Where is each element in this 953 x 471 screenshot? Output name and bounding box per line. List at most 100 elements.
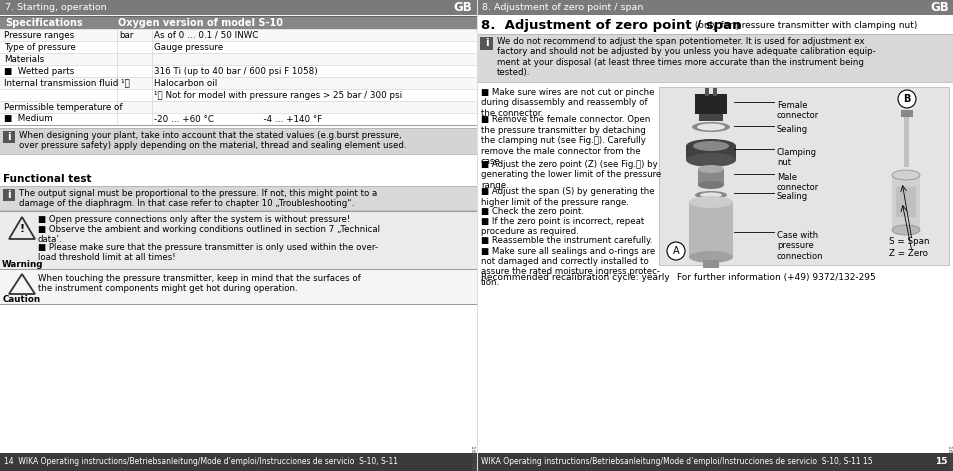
Text: i: i (8, 190, 10, 200)
Ellipse shape (698, 165, 723, 173)
Ellipse shape (688, 196, 732, 208)
Text: Sealing: Sealing (776, 125, 807, 134)
Text: GB: GB (453, 1, 472, 14)
Ellipse shape (698, 181, 723, 189)
Bar (476, 453, 953, 471)
Text: 14  WIKA Operating instructions/Betriebsanleitung/Mode d’emploi/Instrucciones de: 14 WIKA Operating instructions/Betriebsa… (4, 457, 397, 466)
Text: Halocarbon oil: Halocarbon oil (153, 79, 217, 88)
Bar (712, 88, 717, 96)
Text: ■ Adjust the span (S) by generating the
higher limit of the pressure range.: ■ Adjust the span (S) by generating the … (480, 187, 654, 207)
Text: Sealing: Sealing (776, 192, 807, 201)
Text: 160445T.14 GB/D/F/E 12/2009: 160445T.14 GB/D/F/E 12/2009 (946, 445, 951, 471)
Text: 15: 15 (935, 457, 947, 466)
Text: 8. Adjustment of zero point / span: 8. Adjustment of zero point / span (481, 3, 642, 12)
Bar (702, 260, 719, 268)
Ellipse shape (688, 251, 732, 263)
Bar (0, 453, 476, 471)
Ellipse shape (685, 139, 735, 153)
Ellipse shape (891, 225, 919, 235)
Text: GB: GB (929, 1, 948, 14)
Text: Caution: Caution (3, 295, 41, 304)
Text: ■ Make sure all sealings and o-rings are
not damaged and correctly installed to
: ■ Make sure all sealings and o-rings are… (480, 246, 659, 287)
Text: Female
connector: Female connector (776, 101, 819, 121)
Text: !: ! (19, 224, 25, 234)
Text: As of 0 … 0.1 / 50 INWC: As of 0 … 0.1 / 50 INWC (153, 31, 258, 40)
Text: ■ Check the zero point.: ■ Check the zero point. (480, 206, 583, 216)
Text: B: B (902, 94, 910, 104)
Text: We do not recommend to adjust the span potentiometer. It is used for adjustment : We do not recommend to adjust the span p… (497, 37, 875, 77)
Text: WIKA Operating instructions/Betriebsanleitung/Mode d’emploi/Instrucciones de ser: WIKA Operating instructions/Betriebsanle… (480, 457, 872, 466)
Ellipse shape (695, 191, 726, 199)
Text: 316 Ti (up to 40 bar / 600 psi F 1058): 316 Ti (up to 40 bar / 600 psi F 1058) (153, 66, 317, 75)
Bar (0, 53, 476, 65)
Bar (900, 110, 912, 117)
Bar (479, 37, 493, 50)
Bar (659, 87, 948, 265)
Text: ¹⧯ Not for model with pressure ranges > 25 bar / 300 psi: ¹⧯ Not for model with pressure ranges > … (153, 90, 402, 99)
Bar (0, 270, 476, 304)
Bar (476, 0, 953, 15)
Text: ■ Remove the female connector. Open
the pressure transmitter by detaching
the cl: ■ Remove the female connector. Open the … (480, 115, 650, 166)
Text: ■ Make sure wires are not cut or pinche
during disassembly and reassembly of
the: ■ Make sure wires are not cut or pinche … (480, 88, 654, 118)
Text: ■ Adjust the zero point (Z) (see Fig.Ⓑ) by
generating the lower limit of the pre: ■ Adjust the zero point (Z) (see Fig.Ⓑ) … (480, 160, 660, 190)
Bar (0, 77, 476, 89)
Text: -20 … +60 °C                  -4 … +140 °F: -20 … +60 °C -4 … +140 °F (153, 114, 322, 123)
Text: 7. Starting, operation: 7. Starting, operation (5, 3, 107, 12)
Text: (only for pressure transmitter with clamping nut): (only for pressure transmitter with clam… (691, 21, 917, 30)
Ellipse shape (691, 122, 729, 132)
Text: Warning: Warning (1, 260, 43, 269)
Bar (695, 94, 726, 114)
Text: ■  Wetted parts: ■ Wetted parts (4, 66, 74, 75)
Bar (0, 29, 476, 41)
Ellipse shape (891, 170, 919, 180)
Text: When touching the pressure transmitter, keep in mind that the surfaces of
the in: When touching the pressure transmitter, … (38, 274, 360, 293)
Text: i: i (8, 132, 10, 142)
Text: ■ Please make sure that the pressure transmitter is only used within the over-
l: ■ Please make sure that the pressure tra… (38, 243, 377, 262)
Text: bar: bar (119, 31, 133, 40)
Text: Permissible temperature of: Permissible temperature of (4, 103, 122, 112)
Ellipse shape (700, 193, 721, 197)
Bar (685, 146, 735, 160)
Text: ■ Reassemble the instrument carefully.: ■ Reassemble the instrument carefully. (480, 236, 652, 245)
Bar (0, 0, 476, 15)
Text: 160445T.14 GB/D/F/E 12/2009: 160445T.14 GB/D/F/E 12/2009 (470, 445, 475, 471)
Bar (0, 41, 476, 53)
Bar (0, 16, 476, 29)
Bar (3, 189, 15, 201)
Text: ■  Medium: ■ Medium (4, 114, 52, 123)
Text: Pressure ranges: Pressure ranges (4, 31, 74, 40)
Bar (0, 186, 476, 210)
Text: The output signal must be proportional to the pressure. If not, this might point: The output signal must be proportional t… (19, 189, 376, 208)
Text: Materials: Materials (4, 55, 44, 64)
Bar (0, 101, 476, 113)
Bar (476, 34, 953, 82)
Bar (891, 175, 919, 230)
Bar (0, 211, 476, 269)
Circle shape (897, 90, 915, 108)
Text: ■ If the zero point is incorrect, repeat
procedure as required.: ■ If the zero point is incorrect, repeat… (480, 217, 643, 236)
Text: ■ Open pressure connections only after the system is without pressure!: ■ Open pressure connections only after t… (38, 215, 350, 224)
Text: Recommended recalibration cycle: yearly: Recommended recalibration cycle: yearly (480, 273, 669, 282)
Text: When designing your plant, take into account that the stated values (e.g.burst p: When designing your plant, take into acc… (19, 131, 406, 150)
Text: i: i (484, 39, 488, 49)
Bar (698, 169, 723, 185)
Bar (699, 114, 722, 121)
Bar (0, 89, 476, 101)
Text: For further information (+49) 9372/132-295: For further information (+49) 9372/132-2… (677, 273, 875, 282)
Text: Functional test: Functional test (3, 174, 91, 184)
Ellipse shape (692, 141, 728, 151)
Bar (0, 113, 476, 125)
Text: A: A (672, 246, 679, 256)
Bar (895, 187, 915, 217)
Text: ■ Observe the ambient and working conditions outlined in section 7 „Technical
da: ■ Observe the ambient and working condit… (38, 225, 379, 244)
Ellipse shape (685, 153, 735, 167)
Bar (903, 117, 908, 167)
Bar (688, 202, 732, 257)
Ellipse shape (697, 123, 724, 130)
Bar (704, 88, 708, 96)
Circle shape (666, 242, 684, 260)
Text: Male
connector: Male connector (776, 173, 819, 192)
Bar (3, 131, 15, 143)
Bar (0, 65, 476, 77)
Text: 8.  Adjustment of zero point / span: 8. Adjustment of zero point / span (480, 19, 740, 32)
